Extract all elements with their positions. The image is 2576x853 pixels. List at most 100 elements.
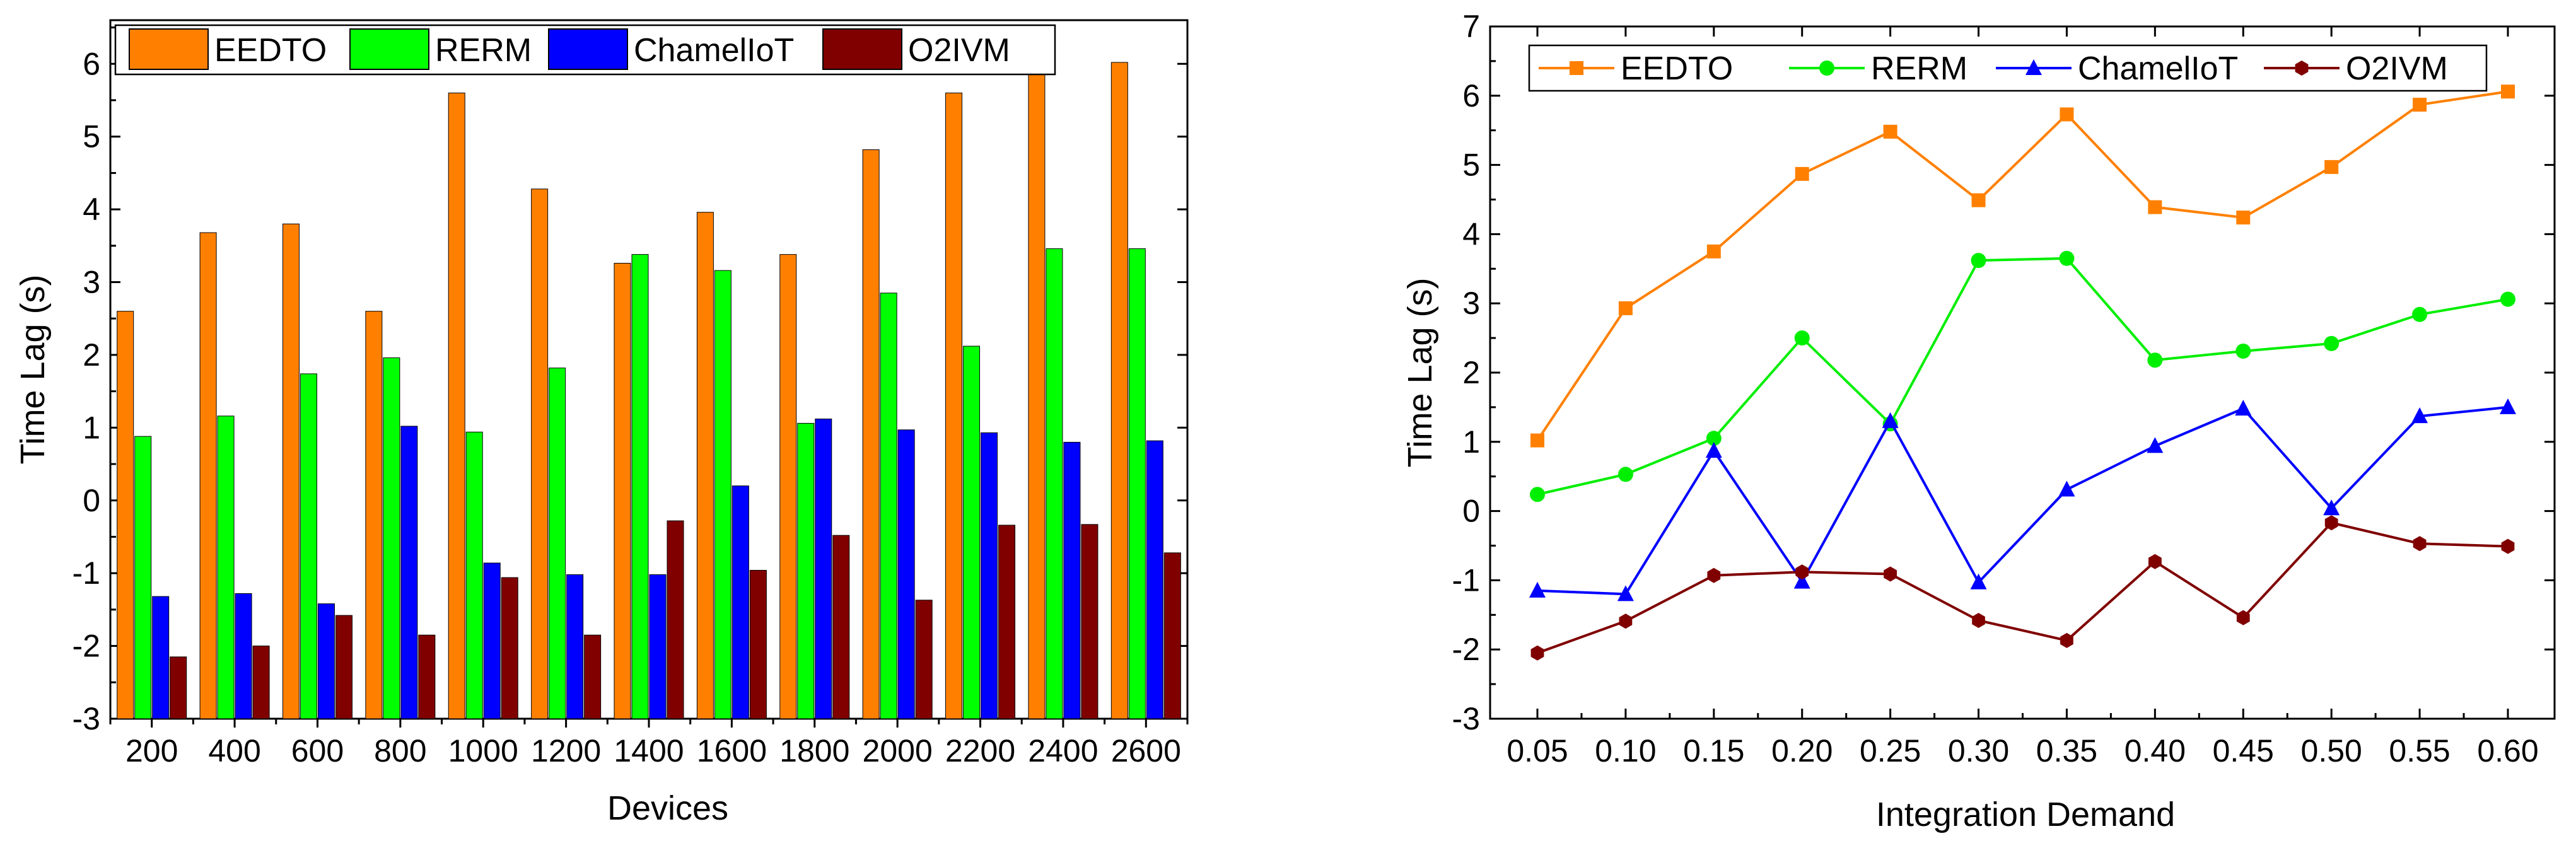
point-o2ivm-0.05: [1530, 645, 1544, 661]
point-chameliot-0.30: [1970, 573, 1987, 589]
point-o2ivm-0.55: [2413, 536, 2427, 552]
bar-eedto-800: [365, 311, 383, 719]
x-tick-label: 0.15: [1683, 733, 1744, 769]
point-chameliot-0.45: [2235, 400, 2252, 416]
bar-chameliot-800: [400, 426, 418, 719]
point-rerm-0.10: [1617, 467, 1633, 482]
x-tick-label: 1400: [614, 733, 684, 769]
y-tick-label: -2: [1452, 632, 1480, 667]
bar-chart-devices: -3 -2 -1 0 1 2 3 4 5 6 200 400 600 800 1000 1200 1400 160…: [14, 19, 1189, 827]
x-tick-label: 200: [125, 733, 178, 769]
bar-chameliot-600: [317, 603, 335, 719]
point-eedto-0.40: [2148, 200, 2162, 214]
line-eedto: [1536, 90, 2509, 441]
x-tick-label: 1800: [779, 733, 849, 769]
point-chameliot-0.10: [1617, 585, 1634, 601]
x-tick-label: 1000: [448, 733, 518, 769]
legend-swatch-rerm: [349, 28, 429, 70]
legend-label-rerm: RERM: [435, 32, 532, 69]
bar-rerm-600: [300, 373, 317, 719]
point-eedto-0.10: [1618, 301, 1633, 315]
point-chameliot-0.25: [1882, 412, 1899, 428]
y-tick-label: 1: [1462, 424, 1480, 460]
line-o2ivm: [1537, 521, 2509, 654]
bar-o2ivm-400: [252, 646, 270, 719]
legend-marker-eedto: [1570, 61, 1583, 75]
bar-eedto-1600: [696, 212, 714, 719]
x-axis-title: Integration Demand: [1876, 796, 2175, 833]
bar-chameliot-2000: [897, 429, 915, 719]
legend-swatch-o2ivm: [822, 28, 902, 70]
y-tick-label: 0: [1462, 494, 1480, 529]
x-tick-label: 1200: [531, 733, 601, 769]
y-tick-label: 4: [83, 192, 100, 227]
y-tick-label: 6: [1462, 78, 1480, 113]
x-tick-label: 1600: [697, 733, 767, 769]
bar-rerm-1800: [797, 422, 815, 719]
point-o2ivm-0.40: [2148, 554, 2162, 569]
point-rerm-0.60: [2500, 291, 2515, 307]
y-axis-title: Time Lag (s): [1401, 277, 1439, 467]
x-tick-label: 0.40: [2124, 733, 2186, 769]
bar-o2ivm-1200: [584, 634, 602, 719]
bar-o2ivm-1000: [501, 577, 518, 719]
x-tick-label: 0.10: [1595, 733, 1656, 769]
legend-label-eedto: EEDTO: [1621, 50, 1733, 87]
bar-chameliot-400: [235, 593, 252, 719]
point-rerm-0.40: [2147, 352, 2163, 368]
bar-o2ivm-600: [335, 615, 353, 719]
line-chameliot: [1537, 405, 2509, 596]
x-tick-label: 0.45: [2213, 733, 2274, 769]
x-tick-label: 0.35: [2036, 733, 2097, 769]
point-eedto-0.50: [2324, 160, 2339, 174]
point-eedto-0.30: [1971, 193, 1986, 207]
bar-rerm-2000: [880, 293, 897, 719]
x-axis-title: Devices: [607, 789, 728, 827]
point-eedto-0.25: [1883, 124, 1897, 139]
y-tick-label: 5: [83, 119, 100, 154]
point-o2ivm-0.25: [1884, 566, 1897, 582]
bar-o2ivm-200: [170, 656, 187, 719]
x-tick-label: 0.25: [1860, 733, 1921, 769]
y-tick-label: 4: [1462, 216, 1480, 252]
x-tick-label: 800: [374, 733, 426, 769]
legend-swatch-eedto: [129, 28, 209, 70]
bar-rerm-800: [383, 357, 400, 719]
bar-eedto-400: [199, 232, 217, 719]
point-chameliot-0.50: [2323, 499, 2340, 516]
point-o2ivm-0.60: [2501, 538, 2515, 554]
bar-o2ivm-2000: [915, 600, 933, 719]
bar-chameliot-2400: [1063, 441, 1081, 719]
point-o2ivm-0.20: [1795, 564, 1809, 580]
bar-eedto-200: [117, 311, 134, 719]
point-o2ivm-0.30: [1972, 613, 1985, 629]
bar-chameliot-200: [152, 596, 170, 719]
legend-swatch-chameliot: [548, 28, 628, 70]
x-tick-label: 2000: [863, 733, 933, 769]
x-tick-label: 0.05: [1507, 733, 1568, 769]
y-tick-label: 7: [1462, 9, 1480, 44]
x-tick-label: 0.30: [1948, 733, 2009, 769]
legend: EEDTO RERM ChamelIoT O2IVM: [114, 24, 1056, 76]
bar-chameliot-1800: [815, 418, 832, 719]
x-tick-label: 0.55: [2389, 733, 2450, 769]
point-rerm-0.35: [2059, 250, 2075, 266]
bar-chameliot-1600: [731, 485, 749, 719]
legend-label-eedto: EEDTO: [214, 32, 327, 69]
bar-eedto-2400: [1028, 69, 1046, 719]
point-eedto-0.55: [2413, 98, 2427, 112]
legend-label-o2ivm: O2IVM: [908, 32, 1010, 69]
plot-frame: [1489, 25, 2556, 720]
bar-rerm-1600: [714, 270, 731, 719]
y-tick-label: 0: [83, 483, 100, 518]
x-tick-label: 0.60: [2477, 733, 2538, 769]
point-rerm-0.30: [1971, 253, 1986, 269]
bar-rerm-1000: [465, 431, 483, 719]
bar-eedto-2200: [945, 92, 963, 719]
point-chameliot-0.35: [2058, 480, 2075, 497]
point-rerm-0.55: [2412, 306, 2428, 322]
bar-o2ivm-2200: [998, 525, 1016, 719]
bar-rerm-400: [217, 415, 235, 719]
x-tick-label: 400: [208, 733, 260, 769]
